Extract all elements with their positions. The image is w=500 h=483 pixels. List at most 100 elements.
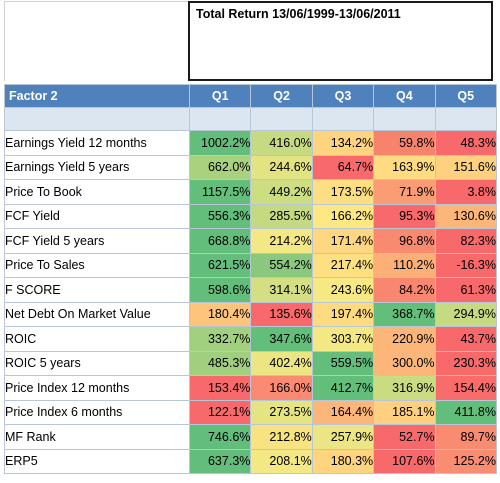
return-cell-q5[interactable]: 89.7%: [434, 424, 497, 450]
return-cell-q5[interactable]: -16.3%: [434, 252, 497, 278]
return-cell-q1[interactable]: 332.7%: [188, 326, 252, 352]
return-cell-q2[interactable]: 273.5%: [250, 399, 313, 425]
return-cell-q5[interactable]: 151.6%: [434, 154, 497, 180]
return-cell-q2[interactable]: 449.2%: [250, 179, 313, 205]
return-cell-q2[interactable]: 208.1%: [250, 448, 313, 474]
return-cell-q1[interactable]: 662.0%: [188, 154, 252, 180]
column-header-factor[interactable]: Factor 2: [4, 84, 190, 108]
return-cell-q4[interactable]: 185.1%: [373, 399, 436, 425]
table-row: FCF Yield 5 years 668.8% 214.2% 171.4% 96.8%…: [4, 228, 497, 254]
return-cell-q2[interactable]: 347.6%: [250, 326, 313, 352]
return-cell-q3[interactable]: 257.9%: [311, 424, 375, 450]
table-row: ROIC 332.7% 347.6% 303.7% 220.9% 43.7%: [4, 326, 497, 352]
return-cell-q4[interactable]: 52.7%: [373, 424, 436, 450]
return-cell-q3[interactable]: 164.4%: [311, 399, 375, 425]
return-cell-q1[interactable]: 122.1%: [188, 399, 252, 425]
title-box[interactable]: Total Return 13/06/1999-13/06/2011: [188, 1, 493, 81]
return-cell-q1[interactable]: 1002.2%: [188, 130, 252, 156]
return-cell-q1[interactable]: 485.3%: [188, 350, 252, 376]
return-cell-q3[interactable]: 197.4%: [311, 301, 375, 327]
factor-name-cell[interactable]: Earnings Yield 5 years: [4, 154, 190, 180]
column-header-q1[interactable]: Q1: [188, 84, 252, 108]
spacer-cell[interactable]: [250, 107, 313, 131]
return-cell-q4[interactable]: 316.9%: [373, 375, 436, 401]
return-cell-q5[interactable]: 125.2%: [434, 448, 497, 474]
return-cell-q1[interactable]: 153.4%: [188, 375, 252, 401]
return-cell-q4[interactable]: 96.8%: [373, 228, 436, 254]
return-cell-q4[interactable]: 163.9%: [373, 154, 436, 180]
factor-name-cell[interactable]: ERP5: [4, 448, 190, 474]
return-cell-q4[interactable]: 220.9%: [373, 326, 436, 352]
return-cell-q3[interactable]: 134.2%: [311, 130, 375, 156]
factor-name-cell[interactable]: Price Index 12 months: [4, 375, 190, 401]
return-cell-q5[interactable]: 3.8%: [434, 179, 497, 205]
return-cell-q4[interactable]: 71.9%: [373, 179, 436, 205]
return-cell-q5[interactable]: 61.3%: [434, 277, 497, 303]
return-cell-q2[interactable]: 314.1%: [250, 277, 313, 303]
return-cell-q1[interactable]: 668.8%: [188, 228, 252, 254]
return-cell-q4[interactable]: 110.2%: [373, 252, 436, 278]
return-cell-q3[interactable]: 243.6%: [311, 277, 375, 303]
column-header-q3[interactable]: Q3: [311, 84, 375, 108]
return-cell-q5[interactable]: 230.3%: [434, 350, 497, 376]
return-cell-q1[interactable]: 746.6%: [188, 424, 252, 450]
return-cell-q4[interactable]: 95.3%: [373, 203, 436, 229]
return-cell-q4[interactable]: 368.7%: [373, 301, 436, 327]
return-cell-q3[interactable]: 559.5%: [311, 350, 375, 376]
spacer-cell[interactable]: [4, 107, 190, 131]
return-cell-q3[interactable]: 171.4%: [311, 228, 375, 254]
return-cell-q2[interactable]: 416.0%: [250, 130, 313, 156]
return-cell-q5[interactable]: 411.8%: [434, 399, 497, 425]
return-cell-q1[interactable]: 180.4%: [188, 301, 252, 327]
return-cell-q2[interactable]: 212.8%: [250, 424, 313, 450]
return-cell-q3[interactable]: 412.7%: [311, 375, 375, 401]
return-cell-q1[interactable]: 598.6%: [188, 277, 252, 303]
return-cell-q2[interactable]: 285.5%: [250, 203, 313, 229]
return-cell-q5[interactable]: 294.9%: [434, 301, 497, 327]
factor-name-cell[interactable]: ROIC: [4, 326, 190, 352]
spacer-cell[interactable]: [311, 107, 375, 131]
return-cell-q1[interactable]: 556.3%: [188, 203, 252, 229]
factor-name-cell[interactable]: ROIC 5 years: [4, 350, 190, 376]
spacer-cell[interactable]: [434, 107, 497, 131]
return-cell-q4[interactable]: 84.2%: [373, 277, 436, 303]
return-cell-q4[interactable]: 107.6%: [373, 448, 436, 474]
factor-name-cell[interactable]: FCF Yield 5 years: [4, 228, 190, 254]
spacer-cell[interactable]: [373, 107, 436, 131]
return-cell-q3[interactable]: 64.7%: [311, 154, 375, 180]
return-cell-q2[interactable]: 244.6%: [250, 154, 313, 180]
factor-name-cell[interactable]: MF Rank: [4, 424, 190, 450]
return-cell-q5[interactable]: 154.4%: [434, 375, 497, 401]
return-cell-q5[interactable]: 48.3%: [434, 130, 497, 156]
return-cell-q3[interactable]: 180.3%: [311, 448, 375, 474]
return-cell-q5[interactable]: 82.3%: [434, 228, 497, 254]
factor-name-cell[interactable]: Net Debt On Market Value: [4, 301, 190, 327]
return-cell-q1[interactable]: 1157.5%: [188, 179, 252, 205]
return-cell-q3[interactable]: 217.4%: [311, 252, 375, 278]
return-cell-q2[interactable]: 402.4%: [250, 350, 313, 376]
factor-name-cell[interactable]: FCF Yield: [4, 203, 190, 229]
return-cell-q1[interactable]: 621.5%: [188, 252, 252, 278]
factor-name-cell[interactable]: F SCORE: [4, 277, 190, 303]
return-cell-q5[interactable]: 43.7%: [434, 326, 497, 352]
return-cell-q2[interactable]: 554.2%: [250, 252, 313, 278]
column-header-q4[interactable]: Q4: [373, 84, 436, 108]
factor-name-cell[interactable]: Price To Book: [4, 179, 190, 205]
column-header-q5[interactable]: Q5: [434, 84, 497, 108]
return-cell-q4[interactable]: 59.8%: [373, 130, 436, 156]
factor-name-cell[interactable]: Price To Sales: [4, 252, 190, 278]
column-header-q2[interactable]: Q2: [250, 84, 313, 108]
spacer-cell[interactable]: [188, 107, 252, 131]
return-cell-q5[interactable]: 130.6%: [434, 203, 497, 229]
return-cell-q2[interactable]: 166.0%: [250, 375, 313, 401]
return-cell-q2[interactable]: 214.2%: [250, 228, 313, 254]
empty-header-cell[interactable]: [4, 1, 188, 81]
return-cell-q3[interactable]: 303.7%: [311, 326, 375, 352]
return-cell-q4[interactable]: 300.0%: [373, 350, 436, 376]
return-cell-q2[interactable]: 135.6%: [250, 301, 313, 327]
return-cell-q3[interactable]: 166.2%: [311, 203, 375, 229]
factor-name-cell[interactable]: Price Index 6 months: [4, 399, 190, 425]
factor-name-cell[interactable]: Earnings Yield 12 months: [4, 130, 190, 156]
return-cell-q3[interactable]: 173.5%: [311, 179, 375, 205]
return-cell-q1[interactable]: 637.3%: [188, 448, 252, 474]
